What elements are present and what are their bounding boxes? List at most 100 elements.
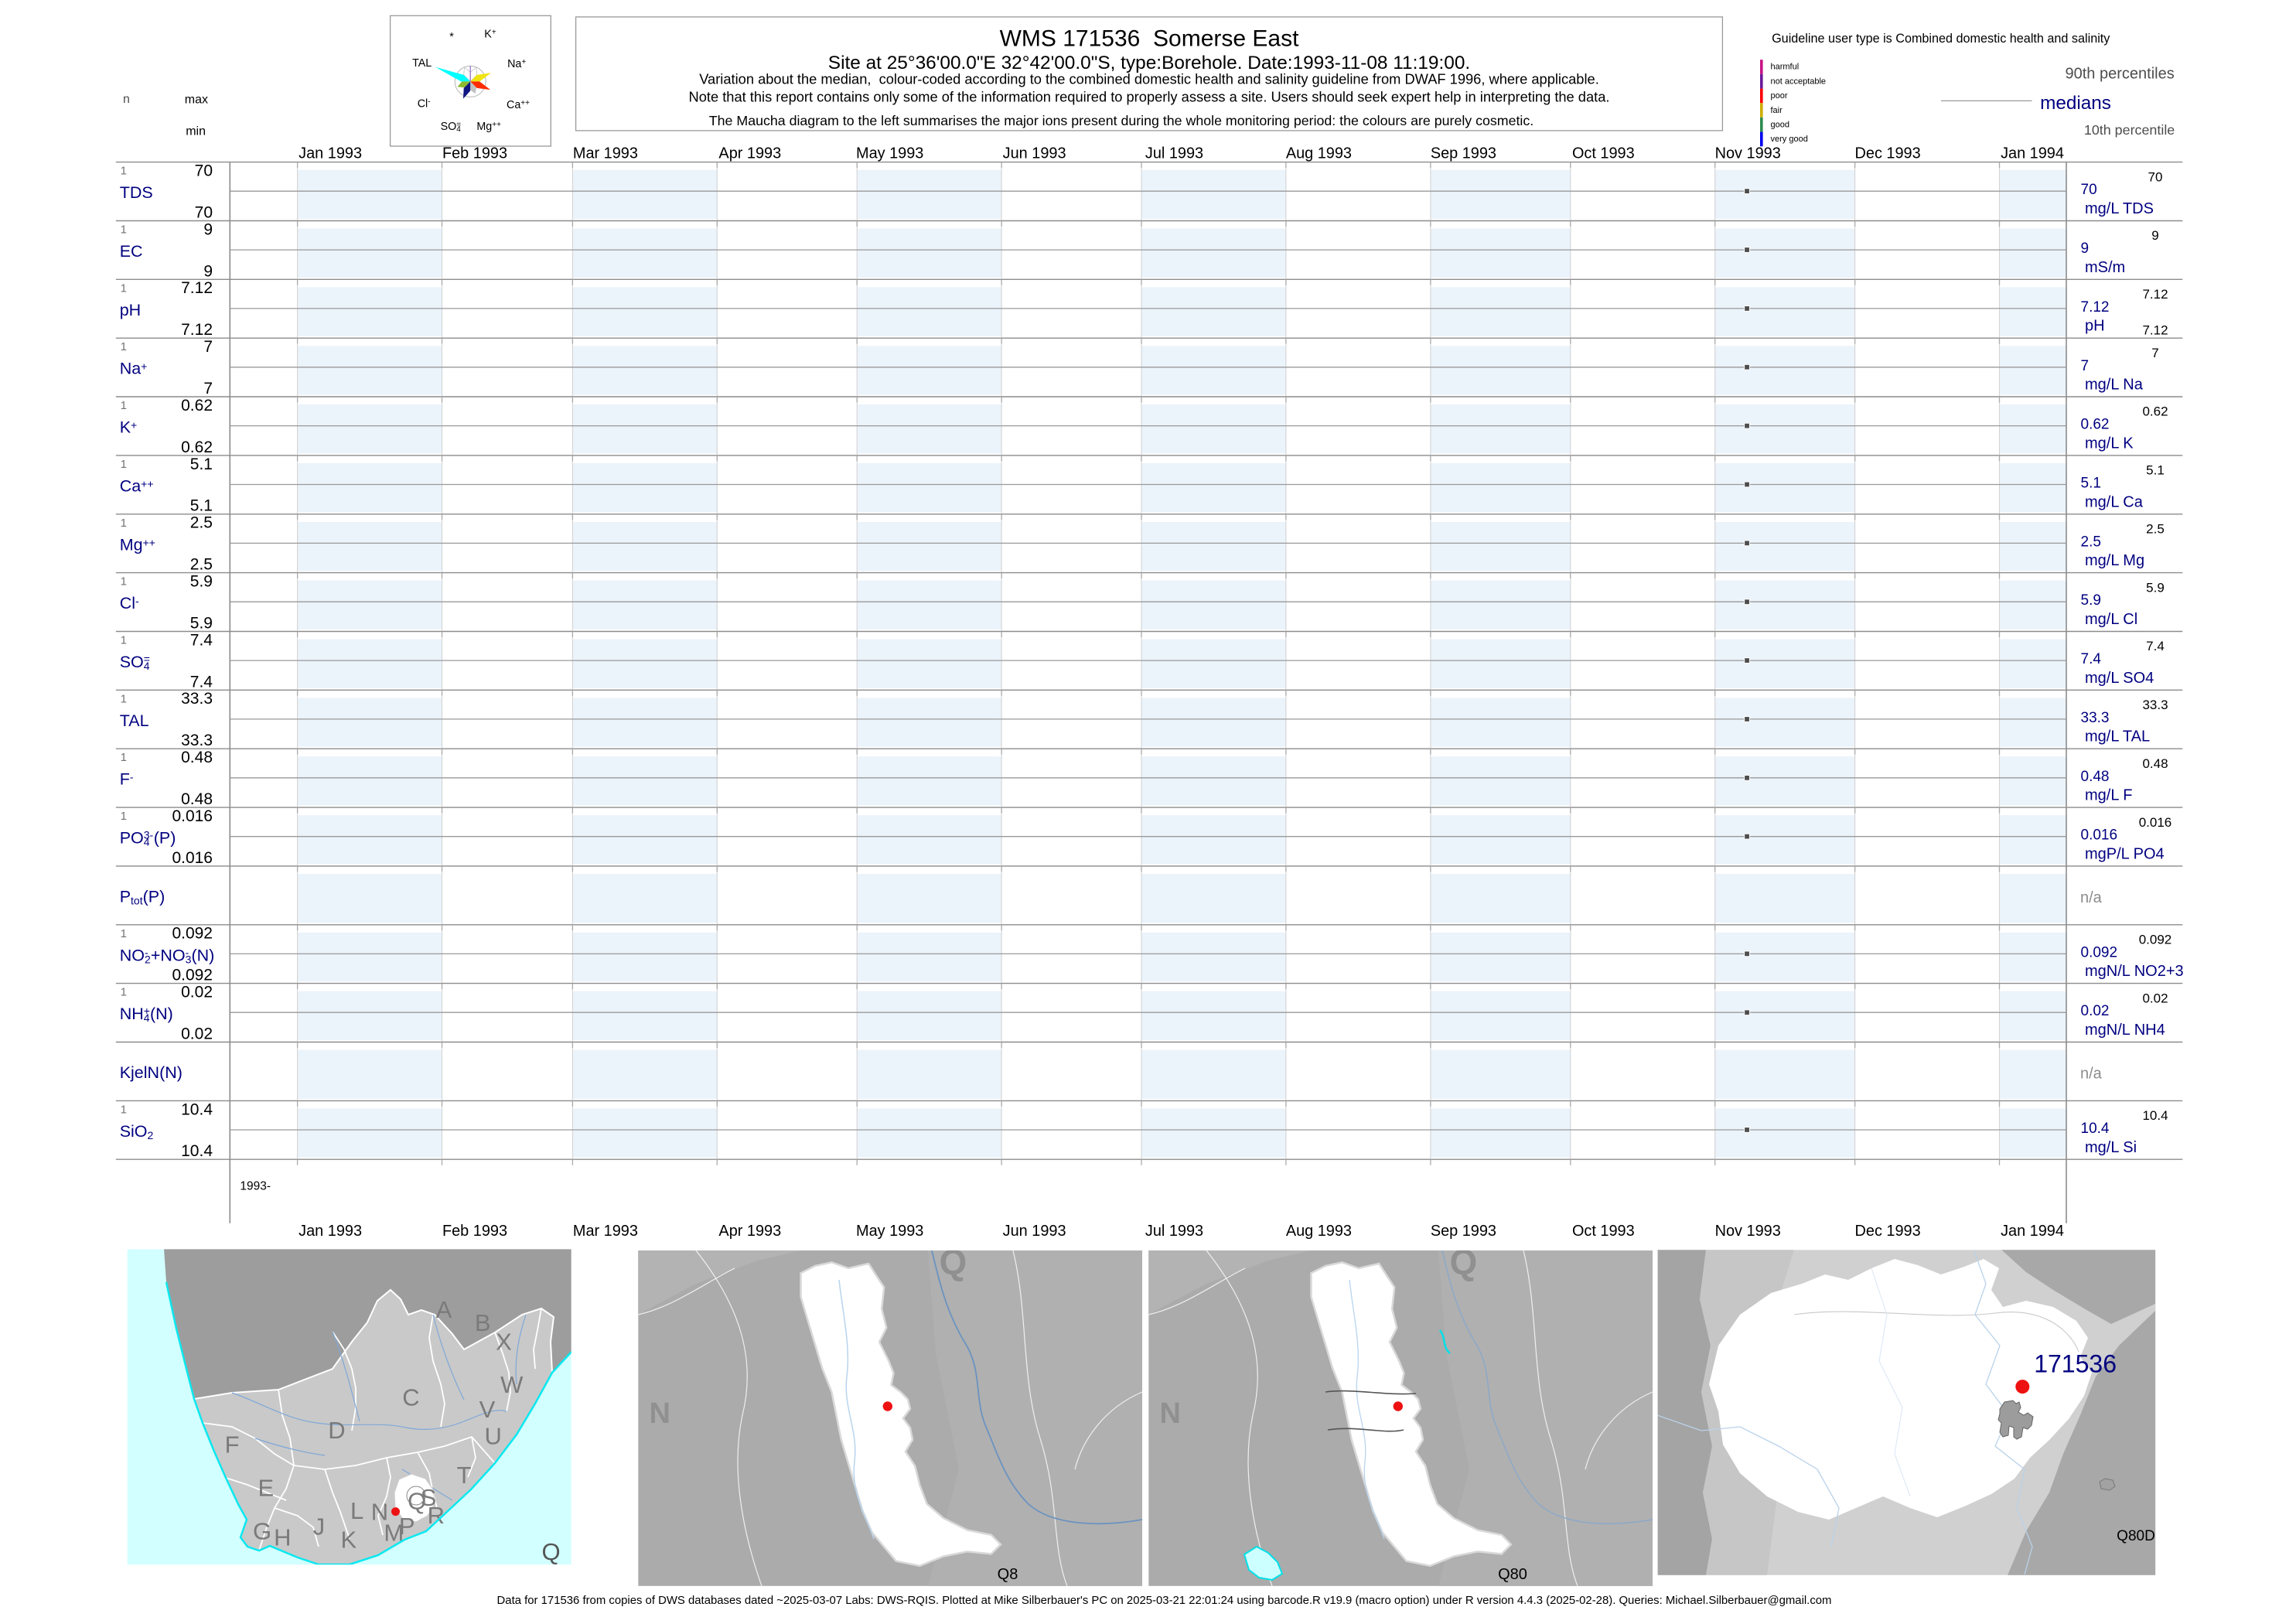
svg-text:mg/L TAL: mg/L TAL	[2085, 728, 2150, 745]
svg-text:2.5: 2.5	[2081, 534, 2101, 550]
svg-text:EC: EC	[120, 242, 143, 261]
svg-text:0.02: 0.02	[181, 984, 213, 1001]
svg-text:2.5: 2.5	[190, 514, 213, 532]
svg-text:7.4: 7.4	[190, 673, 213, 691]
svg-text:mg/L SO4: mg/L SO4	[2085, 670, 2154, 687]
svg-text:The Maucha diagram to the left: The Maucha diagram to the left summarise…	[709, 113, 1534, 128]
svg-text:9: 9	[203, 262, 213, 280]
svg-text:1: 1	[121, 986, 127, 999]
svg-text:F: F	[225, 1431, 240, 1458]
svg-text:NO2-+NO3-(N): NO2- +NO3- (N)	[120, 946, 215, 965]
svg-text:0.016: 0.016	[172, 807, 213, 825]
svg-text:Dec 1993: Dec 1993	[1855, 1223, 1921, 1240]
svg-text:Cl-: Cl-	[418, 98, 431, 111]
svg-text:33.3: 33.3	[181, 732, 213, 749]
svg-text:0.48: 0.48	[2081, 769, 2110, 785]
svg-text:K: K	[341, 1527, 357, 1554]
svg-text:Q80D: Q80D	[2117, 1528, 2155, 1544]
svg-text:J: J	[313, 1513, 326, 1540]
svg-text:70: 70	[2081, 182, 2097, 198]
svg-text:Note that this report contains: Note that this report contains only some…	[689, 89, 1610, 105]
svg-text:0.62: 0.62	[2142, 404, 2168, 419]
svg-text:D: D	[328, 1417, 345, 1444]
svg-text:70: 70	[2148, 169, 2163, 184]
svg-text:V: V	[479, 1396, 496, 1423]
svg-text:N: N	[1159, 1397, 1180, 1430]
svg-text:1: 1	[121, 165, 127, 178]
svg-text:poor: poor	[1771, 91, 1788, 101]
svg-text:10.4: 10.4	[181, 1100, 213, 1118]
svg-text:0.092: 0.092	[172, 925, 213, 943]
svg-text:Ca++: Ca++	[120, 476, 154, 495]
svg-text:Sep 1993: Sep 1993	[1431, 145, 1496, 162]
svg-text:Sep 1993: Sep 1993	[1431, 1223, 1496, 1240]
svg-text:0.016: 0.016	[2139, 815, 2172, 830]
svg-text:R: R	[428, 1502, 445, 1529]
svg-text:2.5: 2.5	[2146, 522, 2165, 537]
svg-text:7: 7	[203, 380, 213, 397]
svg-text:May 1993: May 1993	[856, 1223, 923, 1240]
svg-text:mg/L F: mg/L F	[2085, 787, 2133, 804]
svg-text:Jun 1993: Jun 1993	[1003, 145, 1066, 162]
svg-text:TDS: TDS	[120, 183, 153, 202]
svg-text:Nov 1993: Nov 1993	[1715, 1223, 1781, 1240]
svg-text:harmful: harmful	[1771, 63, 1800, 72]
svg-text:Jun 1993: Jun 1993	[1003, 1223, 1066, 1240]
svg-text:1: 1	[121, 223, 127, 237]
svg-text:0.092: 0.092	[2139, 933, 2172, 947]
svg-text:Guideline user type is Combine: Guideline user type is Combined domestic…	[1772, 32, 2110, 46]
svg-text:7.4: 7.4	[2146, 639, 2165, 653]
svg-text:70: 70	[195, 162, 213, 180]
svg-text:Jul 1993: Jul 1993	[1145, 145, 1203, 162]
svg-text:PO43-(P): PO43-(P)	[120, 829, 176, 848]
svg-text:5.9: 5.9	[2081, 592, 2101, 609]
svg-text:mg/L Mg: mg/L Mg	[2085, 552, 2144, 569]
svg-text:5.9: 5.9	[2146, 580, 2165, 595]
svg-text:SO4=: SO4=	[120, 653, 150, 672]
svg-text:mg/L Si: mg/L Si	[2085, 1139, 2137, 1156]
svg-text:medians: medians	[2040, 93, 2111, 114]
svg-text:pH: pH	[120, 301, 141, 319]
svg-text:Jan 1994: Jan 1994	[2001, 145, 2064, 162]
svg-text:N: N	[371, 1499, 388, 1526]
svg-text:n/a: n/a	[2080, 889, 2103, 906]
svg-text:0.092: 0.092	[2081, 944, 2118, 960]
svg-text:n/a: n/a	[2080, 1066, 2103, 1083]
svg-text:fair: fair	[1771, 106, 1783, 115]
svg-text:pH: pH	[2085, 318, 2105, 335]
svg-text:1993-: 1993-	[240, 1179, 271, 1192]
svg-text:NH4+(N): NH4+(N)	[120, 1005, 173, 1024]
svg-text:Q: Q	[940, 1242, 967, 1282]
svg-text:L: L	[350, 1497, 363, 1524]
svg-text:Mar 1993: Mar 1993	[573, 1223, 638, 1240]
svg-text:Aug 1993: Aug 1993	[1286, 145, 1352, 162]
svg-text:mg/L Na: mg/L Na	[2085, 377, 2144, 394]
svg-text:33.3: 33.3	[181, 690, 213, 708]
svg-text:1: 1	[121, 927, 127, 940]
svg-text:7.12: 7.12	[2081, 299, 2110, 316]
svg-text:Variation about the median, c: Variation about the median, colour-coded…	[699, 71, 1599, 87]
svg-text:1: 1	[121, 458, 127, 471]
svg-text:7: 7	[2081, 358, 2090, 374]
svg-text:1: 1	[121, 1103, 127, 1116]
svg-text:mg/L Cl: mg/L Cl	[2085, 611, 2137, 628]
svg-text:0.02: 0.02	[2081, 1003, 2110, 1019]
svg-text:N: N	[649, 1397, 670, 1430]
svg-text:mgP/L PO4: mgP/L PO4	[2085, 846, 2165, 863]
svg-text:7.4: 7.4	[190, 631, 213, 649]
svg-text:Aug 1993: Aug 1993	[1286, 1223, 1352, 1240]
svg-text:2.5: 2.5	[190, 556, 213, 574]
svg-text:1: 1	[121, 810, 127, 823]
svg-text:Q: Q	[541, 1538, 560, 1565]
svg-text:0.62: 0.62	[181, 438, 213, 456]
svg-text:Jan 1993: Jan 1993	[299, 1223, 362, 1240]
svg-text:G: G	[253, 1518, 271, 1545]
svg-text:Site at 25°36'00.0"E 32°42'00.: Site at 25°36'00.0"E 32°42'00.0"S, type:…	[828, 53, 1470, 73]
svg-text:1: 1	[121, 517, 127, 530]
svg-text:Data for 171536 from copies of: Data for 171536 from copies of DWS datab…	[497, 1595, 1832, 1607]
svg-text:Q80: Q80	[1498, 1566, 1527, 1583]
svg-text:TAL: TAL	[120, 711, 149, 730]
svg-text:1: 1	[121, 281, 127, 295]
svg-text:H: H	[274, 1523, 291, 1551]
svg-text:5.1: 5.1	[2081, 476, 2101, 492]
